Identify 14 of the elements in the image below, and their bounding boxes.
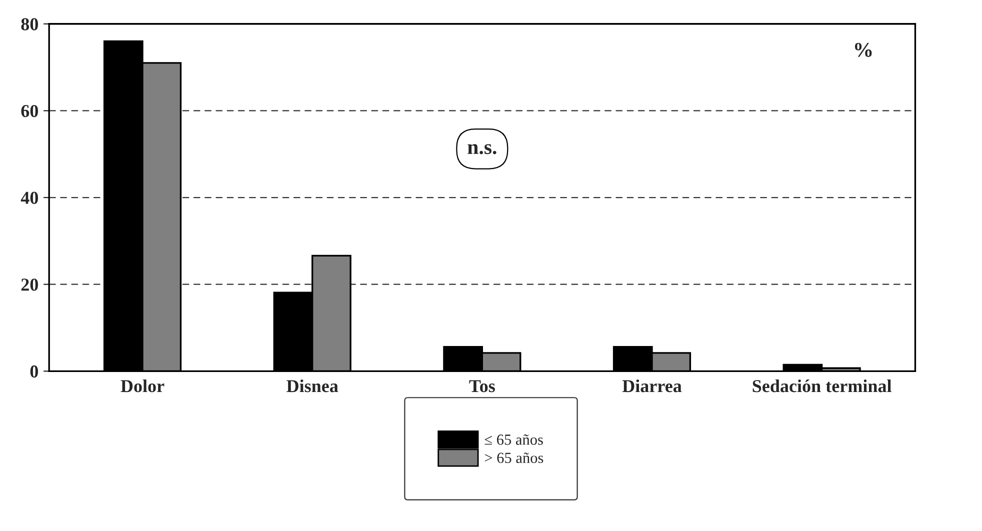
legend-label: > 65 años (484, 452, 544, 464)
x-tick-label: Disnea (286, 380, 338, 392)
y-tick-label: 40 (20, 192, 38, 204)
legend-label: ≤ 65 años (484, 434, 543, 445)
annotation: % (854, 42, 872, 57)
x-tick-label: Sedación terminal (752, 379, 892, 392)
y-tick-label: 20 (21, 278, 38, 291)
x-tick-label: Dolor (120, 380, 164, 392)
y-tick-label: 80 (21, 18, 38, 30)
annotation: n.s. (468, 144, 496, 154)
y-tick-label: 0 (30, 365, 38, 378)
x-tick-label: Diarrea (622, 380, 682, 392)
y-tick-label: 60 (21, 104, 38, 118)
x-tick-label: Tos (469, 380, 495, 392)
